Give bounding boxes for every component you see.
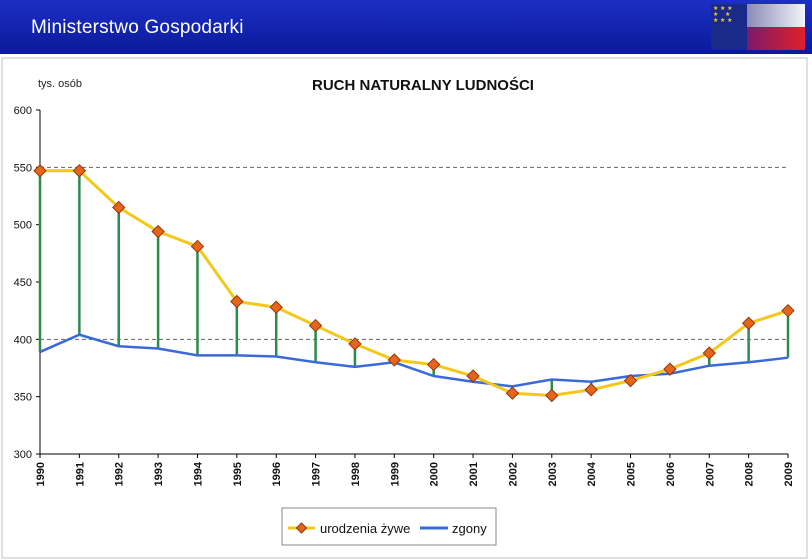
x-tick-label: 2004 [586,461,598,486]
y-tick-label: 600 [14,105,32,117]
data-point-births [505,386,520,400]
data-point-births [545,388,559,403]
flag-blue-field [711,4,747,50]
data-point-births [72,164,87,178]
eu-stars-icon: ★ ★ ★ ★ ★ ★ ★ ★ [713,6,733,24]
data-point-births [623,373,638,388]
x-tick-label: 1997 [311,462,323,486]
x-tick-label: 2000 [429,462,441,486]
x-tick-label: 1992 [114,462,126,486]
y-tick-label: 300 [14,449,32,461]
x-tick-label: 1999 [389,462,401,486]
data-point-births [112,200,126,215]
chart-panel: RUCH NATURALNY LUDNOŚCI tys. osób 300 350… [0,54,812,560]
x-tick-label: 2005 [626,462,638,486]
x-tick-label: 1995 [232,462,244,486]
plot-area: 300 350 400 450 500 550 600 1990 1991 1992 1993 199… [14,105,795,486]
data-point-births [308,318,323,333]
x-tick-label: 1990 [35,462,47,486]
x-tick-label: 1996 [271,462,283,486]
data-point-births [702,346,716,360]
y-tick-label: 350 [14,392,32,404]
y-tick-label: 450 [14,277,32,289]
eu-poland-flag-logo: ★ ★ ★ ★ ★ ★ ★ ★ [711,4,805,50]
data-point-births [584,383,598,397]
series-line-deaths [39,333,789,388]
x-tick-label: 2009 [783,462,795,486]
data-point-births [466,369,480,383]
x-tick-label: 2007 [704,462,716,486]
data-point-births [190,239,205,254]
x-tick-label: 1994 [192,461,204,486]
data-point-births [741,316,756,330]
chart: RUCH NATURALNY LUDNOŚCI tys. osób 300 350… [1,57,808,559]
x-tick-label: 2001 [468,462,480,486]
flag-white-stripe [747,4,805,27]
x-tick-label: 2008 [744,462,756,486]
chart-title: RUCH NATURALNY LUDNOŚCI [312,76,534,94]
data-point-births [348,337,362,351]
y-axis-label: tys. osób [38,78,82,90]
x-tick-label: 1998 [350,462,362,486]
y-tick-label: 500 [14,220,32,232]
data-point-births [230,294,244,309]
data-point-births [387,353,402,367]
data-point-births [33,164,47,178]
y-tick-label: 400 [14,334,32,346]
flag-red-stripe [747,27,805,50]
x-tick-label: 2006 [665,462,677,486]
legend-label-deaths: zgony [452,521,487,536]
x-tick-label: 1991 [74,462,86,486]
legend-label-births: urodzenia żywe [320,521,410,536]
data-point-births [663,362,677,376]
data-point-births [426,357,441,372]
x-tick-label: 1993 [153,462,165,486]
legend-marker-births [295,522,308,534]
data-point-births [269,300,283,314]
data-point-births [151,224,165,239]
legend-box [281,507,497,546]
y-tick-label: 550 [14,162,32,174]
x-tick-label: 2003 [547,462,559,486]
header-bar: Ministerstwo Gospodarki ★ ★ ★ ★ ★ ★ ★ ★ [0,0,812,54]
data-point-births [781,303,795,318]
legend: urodzenia żywe zgony [281,507,497,546]
x-tick-label: 2002 [507,462,519,486]
chart-frame [1,57,808,559]
header-title: Ministerstwo Gospodarki [31,17,244,38]
series-line-births [40,169,789,398]
